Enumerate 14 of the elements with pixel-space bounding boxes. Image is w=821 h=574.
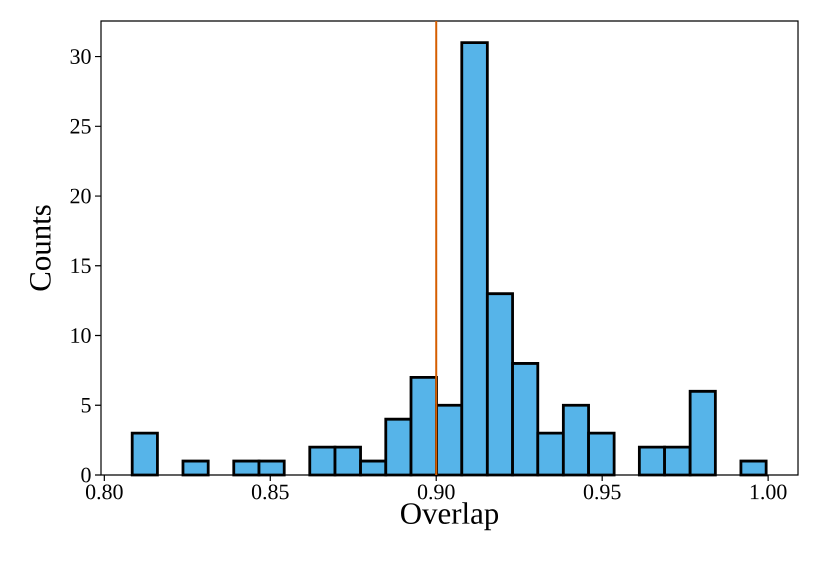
x-tick-label: 1.00: [750, 484, 786, 500]
x-tick-label: 0.95: [584, 484, 621, 500]
y-axis-title: Counts: [30, 205, 51, 290]
y-tick-label: 5: [82, 398, 91, 413]
y-tick-label: 25: [70, 118, 91, 134]
y-tick-label: 0: [81, 468, 91, 482]
x-tick-label: 0.90: [418, 484, 455, 500]
x-axis-title: Overlap: [401, 502, 498, 530]
x-tick-label: 0.85: [252, 484, 289, 500]
y-tick-label: 15: [71, 258, 91, 274]
y-tick-label: 30: [70, 49, 91, 64]
x-tick-label: 0.80: [86, 484, 123, 500]
y-tick-label: 10: [71, 328, 91, 343]
y-tick-label: 20: [70, 188, 91, 204]
